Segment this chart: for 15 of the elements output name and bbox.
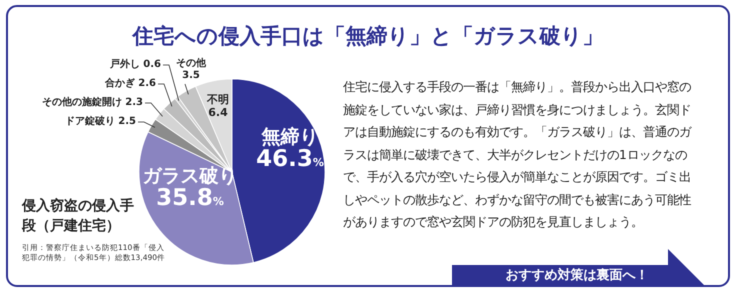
slice-label: 不明	[207, 93, 229, 106]
text: 住宅への侵入手口は「無締り」と「ガラス破り」	[130, 23, 604, 50]
data-label: 3.5	[182, 70, 200, 81]
slice-label: 戸外し 0.6	[108, 58, 161, 71]
slice-label: 合かぎ 2.6	[104, 76, 156, 90]
data-label: 46.3%	[256, 146, 324, 172]
data-label: 35.8%	[156, 185, 224, 211]
text: おすすめ対策は裏面へ！	[504, 266, 650, 284]
slice-label: ドア錠破り 2.5	[64, 114, 136, 128]
data-label: 6.4	[208, 106, 228, 119]
text: 侵入窃盗の侵入手段（戸建住宅）	[22, 196, 135, 236]
slice-label: 無締り	[262, 126, 318, 148]
text: 住宅に侵入する手段の一番は「無締り」。普段から出入口や窓の施錠をしていない家は、戸締り習慣を身につけましょう。玄関ドアは自動施錠にするのも有効です。「ガラス破り」は、普通のガラスは簡単に破壊できて、大半がクレセントだけの1ロックなので、手が入る穴が空いたら侵入が簡単なことが原因です。ゴミ出しやペットの散歩など、わずかな留守の間でも被害にあう可能性がありますので窓や玄関ドアの防犯を見直しましょう。	[343, 79, 693, 231]
slice-label: その他	[176, 58, 206, 69]
slice-label: その他の施錠開け 2.3	[40, 96, 143, 109]
